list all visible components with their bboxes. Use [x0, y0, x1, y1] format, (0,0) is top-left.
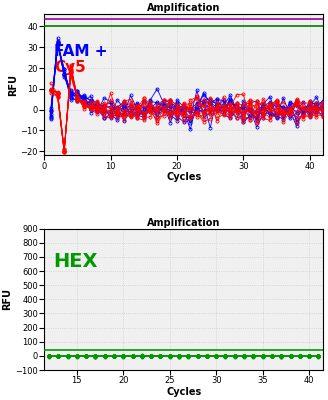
- Y-axis label: RFU: RFU: [8, 74, 18, 96]
- Y-axis label: RFU: RFU: [3, 288, 12, 310]
- Title: Amplification: Amplification: [147, 3, 220, 13]
- Text: HEX: HEX: [53, 252, 98, 271]
- X-axis label: Cycles: Cycles: [166, 172, 201, 182]
- Title: Amplification: Amplification: [147, 218, 220, 228]
- Text: Cy5: Cy5: [54, 60, 86, 75]
- X-axis label: Cycles: Cycles: [166, 387, 201, 397]
- Text: FAM +: FAM +: [54, 44, 108, 58]
